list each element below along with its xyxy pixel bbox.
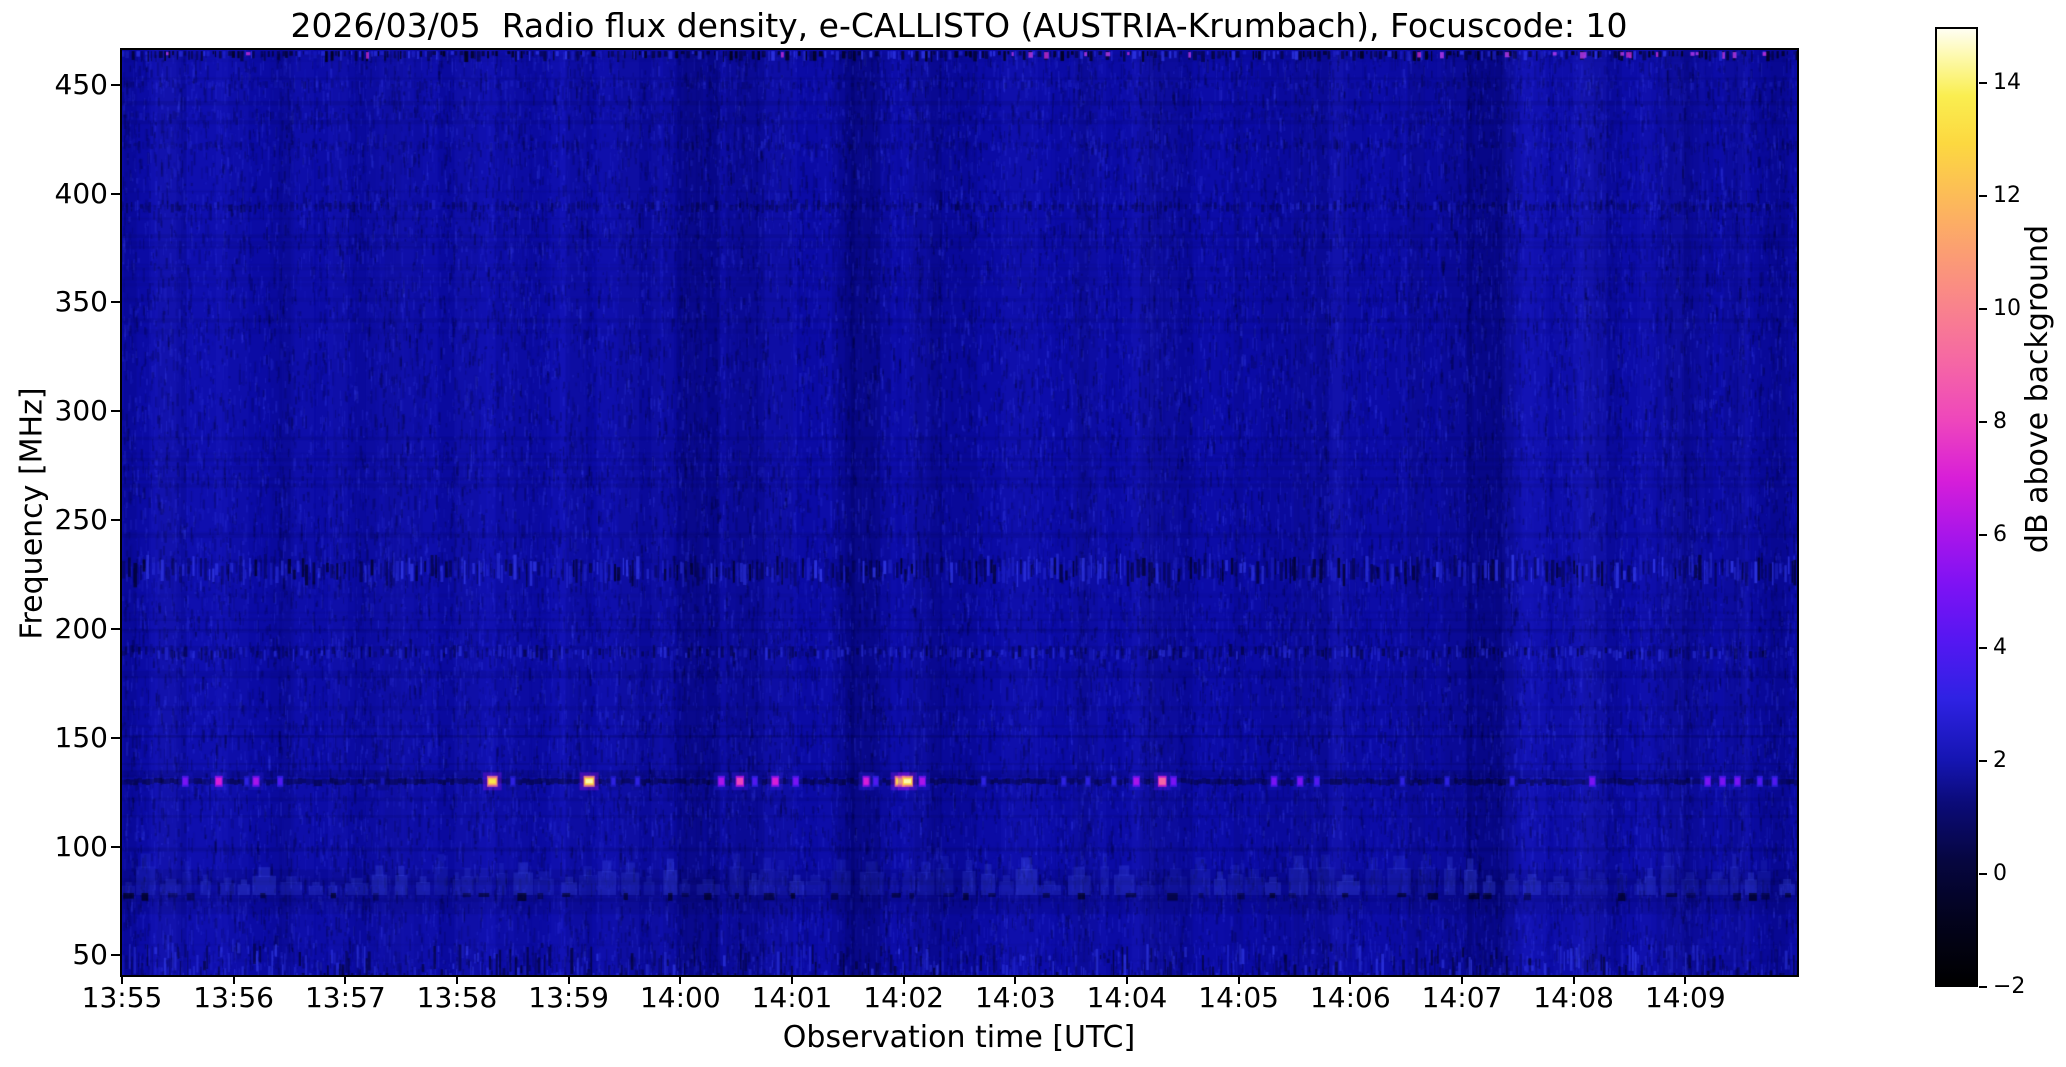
y-tick-label: 100 bbox=[54, 829, 108, 863]
colorbar-tick-label: 10 bbox=[1993, 296, 2021, 322]
x-tick-mark bbox=[344, 975, 347, 984]
y-tick-mark bbox=[111, 83, 120, 86]
x-tick-mark bbox=[1349, 975, 1352, 984]
colorbar-tick-mark bbox=[1979, 760, 1987, 763]
y-tick-label: 350 bbox=[54, 285, 108, 319]
colorbar-tick-label: 6 bbox=[1993, 522, 2007, 548]
y-tick-label: 150 bbox=[54, 720, 108, 754]
x-tick-label: 14:00 bbox=[639, 981, 721, 1014]
colorbar-tick-mark bbox=[1979, 195, 1987, 198]
x-tick-mark bbox=[567, 975, 570, 984]
colorbar-tick-mark bbox=[1979, 421, 1987, 424]
y-tick-label: 300 bbox=[54, 394, 108, 428]
y-tick-mark bbox=[111, 845, 120, 848]
y-tick-label: 50 bbox=[72, 938, 108, 972]
x-tick-mark bbox=[1126, 975, 1128, 984]
x-tick-mark bbox=[1014, 975, 1017, 984]
colorbar-tick-mark bbox=[1979, 82, 1987, 85]
colorbar-tick-mark bbox=[1979, 534, 1987, 537]
x-tick-label: 14:03 bbox=[974, 981, 1056, 1014]
x-tick-label: 14:04 bbox=[1086, 981, 1168, 1014]
y-tick-mark bbox=[111, 627, 120, 630]
y-tick-mark bbox=[111, 519, 120, 522]
colorbar-tick-mark bbox=[1979, 873, 1987, 876]
x-axis-label: Observation time [UTC] bbox=[782, 1020, 1136, 1055]
spectrogram-canvas bbox=[122, 50, 1797, 975]
x-tick-label: 13:56 bbox=[193, 981, 274, 1014]
x-tick-mark bbox=[1572, 975, 1575, 984]
y-tick-mark bbox=[111, 410, 120, 413]
x-tick-label: 14:08 bbox=[1533, 981, 1614, 1014]
x-tick-mark bbox=[1684, 975, 1687, 984]
colorbar-tick-mark bbox=[1979, 986, 1987, 988]
x-tick-mark bbox=[791, 975, 793, 984]
y-tick-mark bbox=[111, 192, 120, 195]
plot-area bbox=[120, 48, 1799, 977]
y-tick-mark bbox=[111, 954, 120, 957]
colorbar-tick-label: 4 bbox=[1993, 635, 2007, 661]
colorbar-tick-mark bbox=[1979, 308, 1987, 311]
x-tick-mark bbox=[232, 975, 235, 984]
x-tick-label: 14:07 bbox=[1421, 981, 1503, 1014]
colorbar-tick-label: −2 bbox=[1993, 974, 2026, 999]
x-tick-label: 13:59 bbox=[528, 981, 609, 1014]
x-tick-label: 13:58 bbox=[416, 981, 498, 1014]
y-tick-label: 450 bbox=[54, 67, 108, 101]
colorbar bbox=[1935, 27, 1978, 987]
y-tick-label: 200 bbox=[54, 611, 108, 645]
colorbar-tick-label: 0 bbox=[1993, 861, 2007, 887]
x-tick-mark bbox=[121, 975, 123, 984]
x-tick-label: 13:55 bbox=[81, 981, 163, 1014]
x-tick-label: 14:06 bbox=[1309, 981, 1391, 1014]
colorbar-tick-label: 8 bbox=[1993, 409, 2007, 435]
y-tick-mark bbox=[111, 736, 120, 739]
x-tick-label: 14:05 bbox=[1198, 981, 1279, 1014]
x-tick-mark bbox=[679, 975, 682, 984]
x-tick-label: 14:01 bbox=[751, 981, 833, 1014]
x-tick-label: 14:09 bbox=[1644, 981, 1726, 1014]
x-tick-mark bbox=[456, 975, 458, 984]
y-tick-label: 250 bbox=[54, 503, 108, 537]
x-tick-label: 14:02 bbox=[863, 981, 944, 1014]
y-tick-label: 400 bbox=[54, 176, 108, 210]
x-tick-label: 13:57 bbox=[304, 981, 386, 1014]
colorbar-tick-label: 12 bbox=[1993, 183, 2021, 209]
colorbar-tick-label: 2 bbox=[1993, 748, 2007, 774]
x-tick-mark bbox=[902, 975, 905, 984]
colorbar-tick-label: 14 bbox=[1993, 70, 2021, 96]
x-tick-mark bbox=[1461, 975, 1463, 984]
y-tick-mark bbox=[111, 301, 120, 304]
colorbar-label: dB above background bbox=[2020, 224, 2055, 554]
plot-title: 2026/03/05 Radio flux density, e-CALLIST… bbox=[290, 6, 1628, 45]
x-tick-mark bbox=[1237, 975, 1240, 984]
colorbar-tick-mark bbox=[1979, 647, 1987, 650]
